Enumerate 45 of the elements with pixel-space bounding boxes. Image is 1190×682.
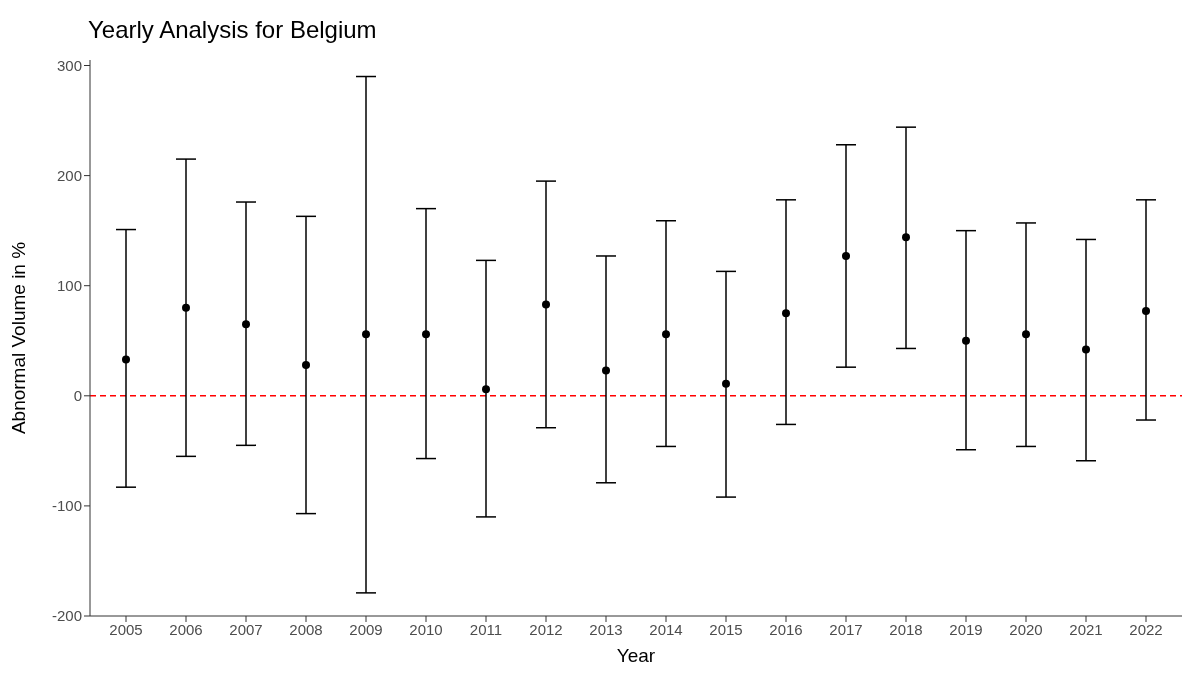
point [782, 309, 790, 318]
chart-title: Yearly Analysis for Belgium [88, 16, 377, 44]
x-axis-title: Year [616, 645, 656, 666]
x-tick-label: 2008 [289, 620, 323, 638]
point [722, 379, 730, 388]
y-axis-title: Abnormal Volume in % [7, 241, 29, 435]
y-tick-label: -200 [51, 607, 82, 625]
x-tick-label: 2007 [229, 620, 263, 638]
point [182, 303, 190, 312]
y-tick-label: 0 [73, 387, 82, 405]
point [362, 330, 370, 339]
x-tick-label: 2014 [649, 620, 683, 638]
x-tick-label: 2021 [1069, 620, 1103, 638]
x-tick-label: 2010 [409, 620, 443, 638]
point [962, 336, 970, 345]
x-tick-label: 2016 [769, 620, 803, 638]
y-tick-label: -100 [51, 497, 82, 515]
point [1142, 307, 1150, 316]
point [1082, 345, 1090, 354]
x-tick-label: 2020 [1009, 620, 1043, 638]
x-tick-label: 2017 [829, 620, 863, 638]
x-tick-label: 2009 [349, 620, 383, 638]
x-tick-label: 2022 [1129, 620, 1163, 638]
point [842, 251, 850, 260]
y-tick-label: 200 [56, 166, 82, 184]
x-tick-label: 2019 [949, 620, 983, 638]
point [302, 360, 310, 369]
point [482, 385, 490, 394]
x-tick-label: 2006 [169, 620, 203, 638]
x-tick-label: 2018 [889, 620, 923, 638]
x-tick-label: 2015 [709, 620, 743, 638]
y-tick-label: 100 [56, 277, 82, 295]
point [1022, 330, 1030, 339]
x-tick-label: 2012 [529, 620, 563, 638]
point [242, 320, 250, 329]
x-tick-label: 2013 [589, 620, 623, 638]
point [602, 366, 610, 375]
point [122, 355, 130, 364]
point [662, 330, 670, 339]
y-tick-label: 300 [56, 56, 82, 74]
x-tick-label: 2011 [469, 620, 503, 638]
point [542, 300, 550, 309]
point [902, 233, 910, 242]
x-tick-label: 2005 [109, 620, 143, 638]
point [422, 330, 430, 339]
